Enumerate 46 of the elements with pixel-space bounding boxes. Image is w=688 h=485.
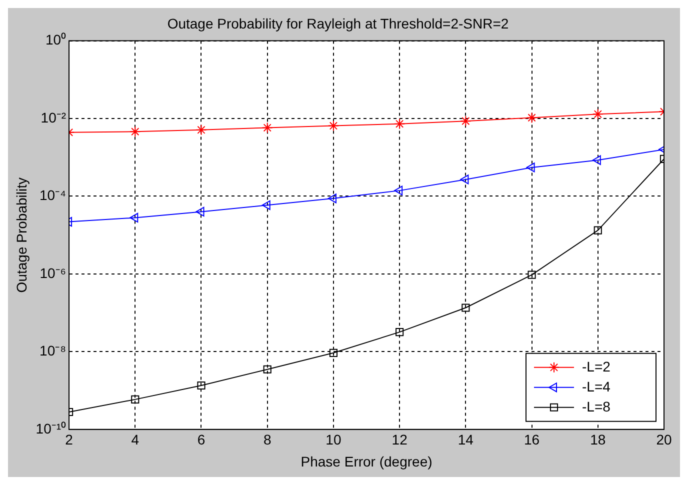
- x-axis-title: Phase Error (degree): [300, 453, 432, 470]
- x-tick-label: 20: [656, 432, 672, 448]
- x-tick-label: 6: [197, 432, 206, 448]
- point: [462, 304, 470, 312]
- point: [526, 112, 538, 124]
- point: [594, 226, 602, 234]
- y-tick-label: 10⁻⁸: [40, 342, 66, 359]
- x-tick-label: 4: [131, 432, 140, 448]
- y-tick-label: 10⁻²: [40, 109, 66, 126]
- point: [197, 381, 206, 390]
- x-tick-label: 2: [65, 432, 74, 448]
- legend-label: -L=2: [582, 358, 611, 374]
- point: [130, 212, 138, 223]
- legend-label: -L=4: [582, 378, 611, 394]
- point: [460, 116, 472, 127]
- x-tick-label: 14: [458, 432, 474, 448]
- point: [592, 155, 601, 165]
- point: [394, 186, 403, 196]
- point: [329, 348, 338, 357]
- y-tick-label: 10⁰: [45, 32, 66, 48]
- point: [131, 395, 140, 404]
- point: [262, 200, 270, 210]
- x-tick-label: 12: [392, 432, 408, 448]
- x-tick-label: 16: [524, 432, 540, 448]
- y-tick-label: 10⁻⁴: [39, 187, 66, 204]
- point: [263, 365, 272, 374]
- chart-title: Outage Probability for Rayleigh at Threshold=2-SNR=2: [167, 15, 509, 32]
- point: [528, 270, 536, 279]
- y-tick-label: 10⁻⁶: [40, 264, 66, 281]
- x-tick-label: 8: [263, 432, 272, 448]
- y-axis-title: Outage Probability: [13, 178, 30, 293]
- point: [196, 124, 207, 136]
- point: [328, 194, 336, 204]
- point: [592, 108, 604, 120]
- point: [262, 122, 273, 134]
- legend-label: -L=8: [582, 398, 611, 414]
- point: [196, 206, 204, 217]
- point: [396, 328, 404, 336]
- point: [394, 118, 406, 130]
- x-tick-label: 10: [326, 432, 342, 448]
- point: [526, 162, 535, 172]
- point: [328, 120, 339, 132]
- point: [460, 174, 469, 184]
- point: [130, 126, 141, 138]
- y-tick-label: 10⁻¹⁰: [36, 420, 66, 436]
- x-tick-label: 18: [590, 432, 606, 448]
